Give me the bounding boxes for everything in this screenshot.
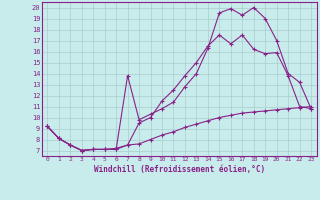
X-axis label: Windchill (Refroidissement éolien,°C): Windchill (Refroidissement éolien,°C) (94, 165, 265, 174)
